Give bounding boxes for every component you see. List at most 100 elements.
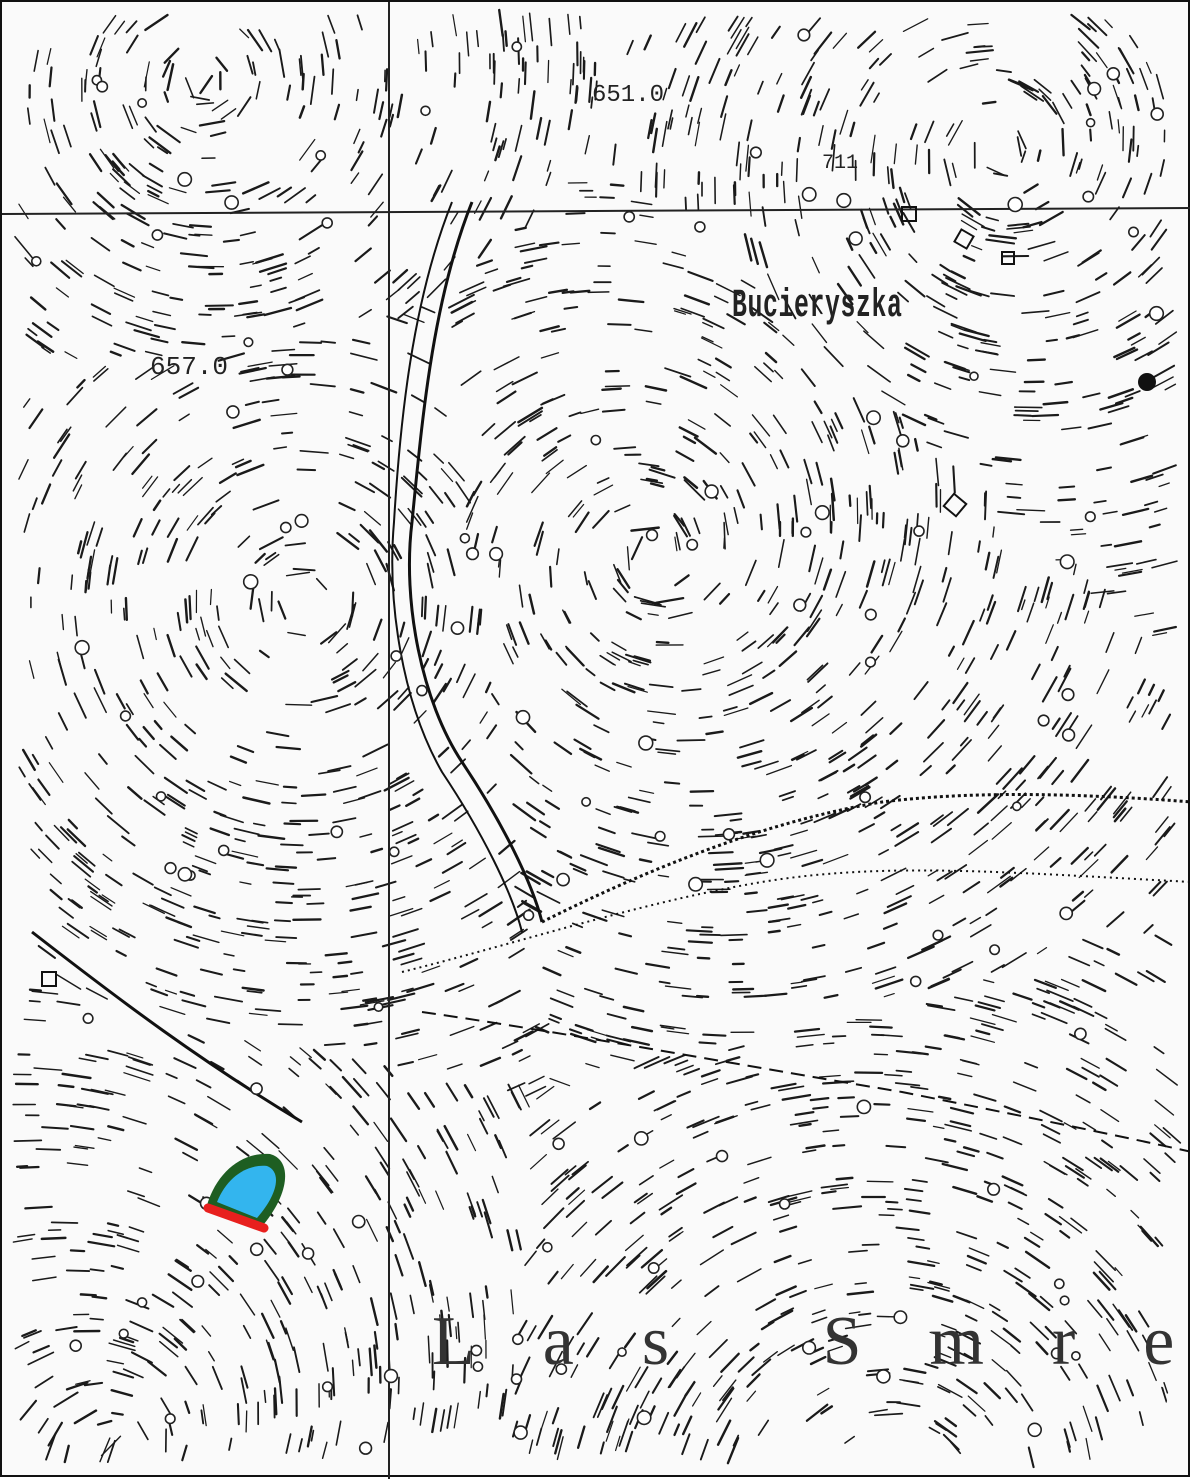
circle-tree-icon — [1013, 802, 1021, 810]
contour-dash — [660, 982, 670, 984]
contour-dash — [861, 735, 876, 747]
contour-dash — [197, 103, 214, 104]
contour-dash — [122, 240, 134, 246]
contour-dash — [993, 708, 1000, 718]
contour-dash — [662, 951, 688, 954]
contour-dash — [221, 657, 230, 668]
contour-dash — [758, 635, 773, 648]
contour-dash — [103, 16, 115, 33]
contour-dash — [1042, 1013, 1067, 1023]
contour-dash — [247, 991, 261, 993]
contour-dash — [50, 68, 52, 87]
contour-dash — [438, 1130, 448, 1149]
contour-dash — [92, 316, 111, 325]
circle-tree-icon — [244, 338, 253, 347]
contour-dash — [1149, 685, 1154, 695]
contour-dash — [989, 235, 1016, 238]
valley-road-south — [402, 870, 1190, 972]
contour-dash — [812, 257, 819, 272]
contour-dash — [1165, 1153, 1175, 1162]
contour-dash — [732, 1233, 756, 1245]
contour-dash — [602, 1389, 611, 1409]
contour-dash — [672, 252, 685, 256]
contour-dash — [835, 413, 842, 428]
contour-dash — [354, 129, 360, 143]
contour-dash — [867, 492, 868, 515]
contour-dash — [375, 551, 386, 572]
contour-dash — [240, 882, 251, 884]
contour-dash — [818, 794, 828, 798]
contour-dash — [659, 1413, 668, 1434]
contour-dash — [1069, 957, 1089, 966]
contour-dash — [358, 15, 363, 29]
contour-dash — [537, 118, 541, 139]
contour-dash — [208, 782, 226, 790]
contour-dash — [953, 919, 965, 926]
contour-dash — [585, 572, 588, 585]
contour-dash — [978, 541, 980, 552]
contour-dash — [803, 860, 823, 866]
contour-dash — [372, 383, 397, 392]
contour-dash — [447, 1084, 458, 1101]
circle-tree-icon — [1055, 1279, 1064, 1288]
contour-dash — [748, 37, 758, 54]
contour-dash — [39, 849, 52, 862]
contour-dash — [992, 965, 1005, 972]
contour-dash — [588, 292, 609, 293]
contour-dash — [423, 632, 431, 656]
contour-dash — [716, 868, 744, 870]
contour-dash — [492, 694, 499, 704]
contour-dash — [580, 17, 581, 29]
contour-dash — [759, 1420, 769, 1435]
contour-dash — [1135, 96, 1138, 111]
contour-dash — [552, 1176, 569, 1191]
contour-dash — [797, 1034, 824, 1037]
contour-dash — [599, 828, 615, 834]
contour-dash — [563, 291, 574, 292]
contour-dash — [404, 1234, 413, 1259]
contour-dash — [307, 903, 323, 904]
contour-dash — [206, 305, 233, 306]
contour-dash — [683, 1417, 691, 1434]
contour-dash — [343, 1077, 361, 1097]
contour-dash — [749, 157, 750, 176]
contour-dash — [67, 1163, 87, 1165]
contour-dash — [553, 1122, 575, 1139]
contour-dash — [267, 732, 289, 736]
contour-dash — [431, 892, 450, 901]
contour-dash — [549, 1272, 558, 1284]
contour-dash — [746, 561, 756, 586]
contour-dash — [895, 453, 899, 474]
contour-dash — [997, 70, 1011, 72]
contour-dash — [1074, 320, 1088, 325]
contour-dash — [217, 58, 228, 71]
contour-dash — [243, 313, 257, 315]
contour-dash — [700, 717, 712, 719]
contour-dash — [350, 412, 363, 416]
contour-dash — [944, 160, 950, 186]
contour-dash — [572, 1222, 586, 1236]
contour-dash — [65, 1446, 69, 1462]
contour-dash — [1127, 1380, 1133, 1395]
contour-dash — [312, 160, 322, 172]
contour-dash — [263, 400, 279, 403]
contour-dash — [617, 762, 631, 767]
contour-dash — [154, 628, 156, 639]
circle-tree-icon — [1063, 729, 1075, 741]
contour-dash — [1129, 711, 1135, 722]
contour-dash — [246, 402, 259, 405]
contour-dash — [768, 587, 777, 603]
contour-dash — [640, 860, 651, 862]
circle-tree-icon — [451, 622, 463, 634]
contour-dash — [689, 941, 712, 942]
circle-tree-icon — [157, 792, 166, 801]
contour-dash — [130, 1322, 152, 1332]
contour-dash — [812, 714, 829, 726]
circle-tree-icon — [316, 151, 325, 160]
contour-dash — [522, 266, 532, 269]
contour-dash — [155, 721, 162, 729]
contour-dash — [234, 420, 260, 428]
contour-dash — [221, 931, 243, 936]
contour-dash — [745, 996, 767, 997]
contour-dash — [699, 836, 726, 837]
